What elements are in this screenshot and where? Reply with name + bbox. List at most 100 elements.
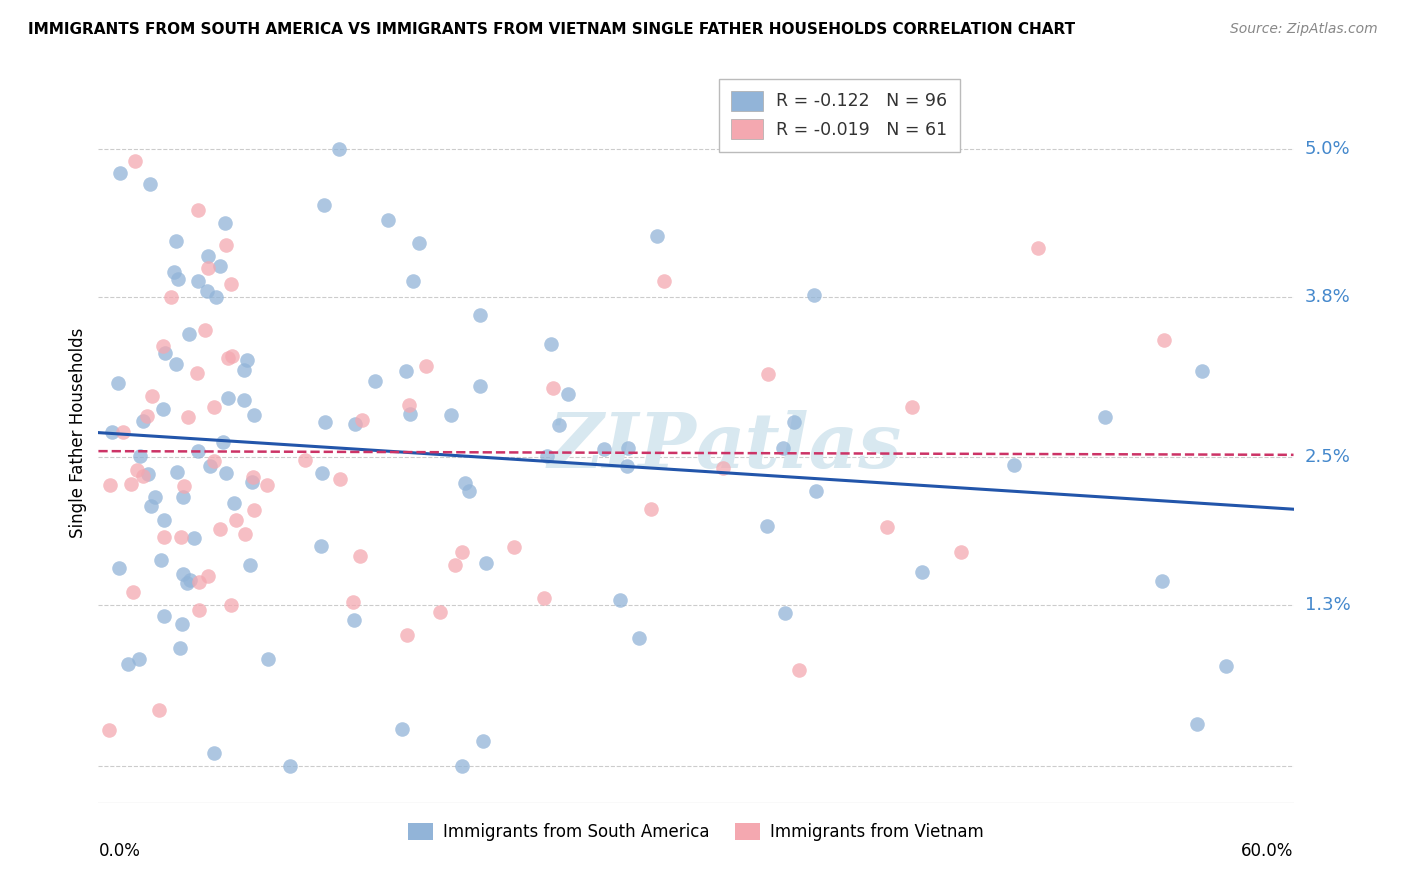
Point <box>165 234 187 248</box>
Point <box>1094 409 1116 424</box>
Point <box>470 308 492 322</box>
Point <box>278 758 301 772</box>
Point <box>187 443 209 458</box>
Point <box>132 414 155 428</box>
Point <box>159 290 181 304</box>
Point <box>166 465 188 479</box>
Point <box>233 362 256 376</box>
Point <box>163 265 186 279</box>
Point <box>311 466 333 480</box>
Point <box>217 392 239 406</box>
Point <box>177 326 200 341</box>
Point <box>609 592 631 607</box>
Text: 60.0%: 60.0% <box>1241 842 1294 860</box>
Point <box>194 323 217 337</box>
Point <box>242 503 264 517</box>
Point <box>197 569 219 583</box>
Point <box>141 389 163 403</box>
Point <box>214 216 236 230</box>
Point <box>616 442 638 456</box>
Point <box>711 461 734 475</box>
Point <box>111 425 134 440</box>
Point <box>540 337 562 351</box>
Point <box>783 415 806 429</box>
Point <box>148 704 170 718</box>
Point <box>101 425 124 439</box>
Point <box>901 400 924 414</box>
Point <box>215 238 238 252</box>
Point <box>652 274 675 288</box>
Point <box>219 599 242 613</box>
Point <box>98 478 121 492</box>
Point <box>135 409 157 423</box>
Point <box>541 380 564 394</box>
Point <box>233 527 256 541</box>
Point <box>150 553 173 567</box>
Point <box>187 274 209 288</box>
Point <box>502 540 524 554</box>
Point <box>170 616 193 631</box>
Point <box>806 483 828 498</box>
Point <box>314 416 336 430</box>
Point <box>198 458 221 473</box>
Point <box>240 475 263 489</box>
Point <box>395 628 418 642</box>
Point <box>329 472 352 486</box>
Point <box>911 565 934 579</box>
Point <box>187 203 209 218</box>
Point <box>451 545 474 559</box>
Point <box>628 631 651 645</box>
Point <box>391 722 413 736</box>
Point <box>143 491 166 505</box>
Point <box>188 603 211 617</box>
Point <box>132 469 155 483</box>
Point <box>454 476 477 491</box>
Point <box>440 408 463 422</box>
Point <box>472 734 495 748</box>
Point <box>108 166 131 180</box>
Point <box>165 357 187 371</box>
Point <box>202 400 225 414</box>
Text: Source: ZipAtlas.com: Source: ZipAtlas.com <box>1230 22 1378 37</box>
Legend: Immigrants from South America, Immigrants from Vietnam: Immigrants from South America, Immigrant… <box>402 816 990 847</box>
Point <box>152 530 174 544</box>
Point <box>183 531 205 545</box>
Point <box>239 558 262 573</box>
Text: 2.5%: 2.5% <box>1305 449 1351 467</box>
Point <box>195 284 218 298</box>
Point <box>172 491 194 505</box>
Point <box>311 539 333 553</box>
Point <box>169 640 191 655</box>
Point <box>1152 574 1174 589</box>
Point <box>138 467 160 481</box>
Point <box>415 359 437 373</box>
Point <box>640 502 662 516</box>
Point <box>197 260 219 275</box>
Point <box>468 379 491 393</box>
Point <box>225 513 247 527</box>
Point <box>222 496 245 510</box>
Point <box>876 519 898 533</box>
Point <box>108 561 131 575</box>
Point <box>121 584 143 599</box>
Point <box>212 434 235 449</box>
Point <box>395 364 418 378</box>
Point <box>172 567 194 582</box>
Text: 1.3%: 1.3% <box>1305 597 1350 615</box>
Point <box>208 522 231 536</box>
Point <box>186 367 208 381</box>
Point <box>547 417 569 432</box>
Point <box>152 402 174 417</box>
Point <box>128 652 150 666</box>
Point <box>242 470 264 484</box>
Point <box>170 530 193 544</box>
Point <box>536 449 558 463</box>
Point <box>533 591 555 605</box>
Point <box>107 376 129 391</box>
Point <box>343 614 366 628</box>
Point <box>616 458 638 473</box>
Point <box>647 228 669 243</box>
Point <box>451 758 474 772</box>
Point <box>217 351 239 365</box>
Point <box>350 413 373 427</box>
